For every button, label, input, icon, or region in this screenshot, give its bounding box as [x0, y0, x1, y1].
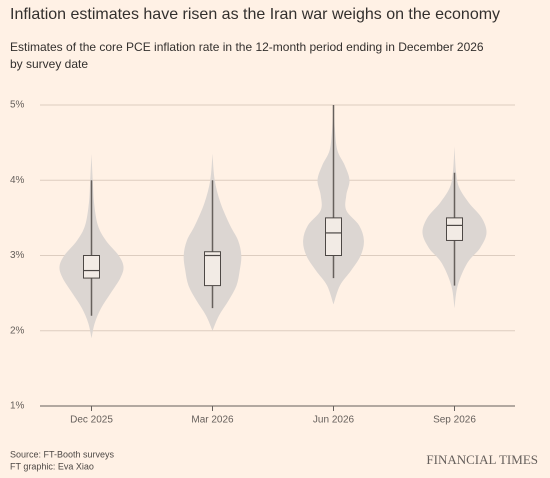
- chart-title: Inflation estimates have risen as the Ir…: [10, 6, 500, 23]
- box: [325, 217, 342, 256]
- subtitle-line: by survey date: [10, 57, 88, 71]
- x-tick-label: Mar 2026: [191, 415, 234, 426]
- logo: FINANCIAL TIMES: [426, 452, 538, 467]
- chart-subtitle: Estimates of the core PCE inflation rate…: [10, 40, 484, 71]
- box: [446, 217, 463, 241]
- y-tick-label: 3%: [10, 250, 25, 261]
- y-tick-label: 2%: [10, 325, 25, 336]
- y-tick-label: 5%: [10, 100, 25, 111]
- y-tick-label: 1%: [10, 401, 25, 412]
- x-tick-label: Sep 2026: [433, 415, 476, 426]
- box: [204, 251, 221, 287]
- credit: FT graphic: Eva Xiao: [10, 461, 94, 471]
- y-tick-label: 4%: [10, 175, 25, 186]
- x-tick-label: Jun 2026: [313, 415, 355, 426]
- subtitle-line: Estimates of the core PCE inflation rate…: [10, 40, 484, 54]
- x-tick-label: Dec 2025: [70, 415, 113, 426]
- box: [83, 255, 100, 279]
- source: Source: FT-Booth surveys: [10, 449, 115, 459]
